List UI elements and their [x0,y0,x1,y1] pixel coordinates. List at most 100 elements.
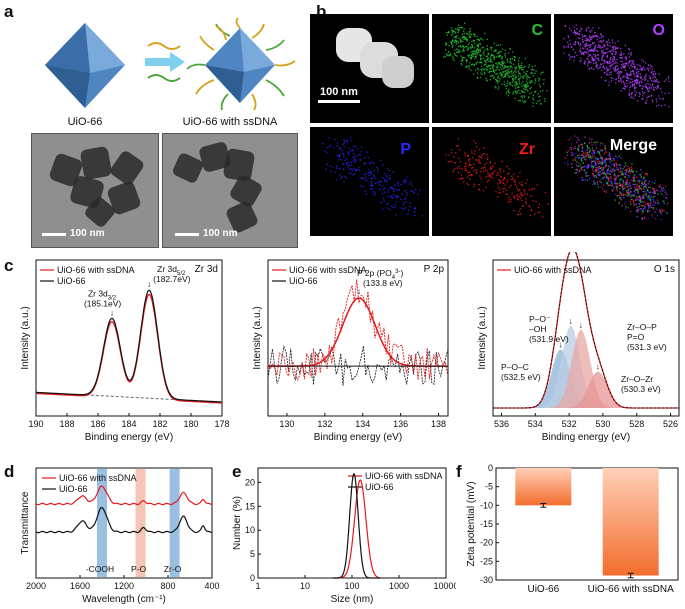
eds-dot [640,77,642,79]
eds-dot [655,190,658,192]
eds-dot [642,93,645,95]
eds-dot [525,202,527,204]
eds-dot [494,56,496,58]
eds-dot [637,196,640,198]
eds-dot [521,85,523,87]
eds-dot [490,166,492,168]
legend-label: UiO-66 [57,276,86,286]
eds-dot [579,37,581,39]
eds-dot [649,204,652,206]
eds-dot [484,164,486,166]
eds-dot [597,58,599,60]
eds-dot [491,70,493,72]
eds-dot [504,75,506,77]
eds-dot [613,158,615,160]
eds-dot [519,100,521,102]
eds-dot [605,174,607,177]
eds-dot [511,81,514,83]
eds-dot [384,187,386,189]
eds-dot [648,210,650,212]
eds-dot [595,170,597,172]
eds-dot [636,216,638,218]
x-tick-label: 132 [317,419,332,429]
eds-dot [460,45,462,47]
eds-dot [364,156,366,159]
eds-dot [618,171,620,173]
eds-dot [614,67,616,69]
eds-dot [346,141,348,143]
eds-dot [608,154,610,156]
eds-dot [618,202,620,205]
eds-dot [511,175,513,177]
eds-dot [602,143,604,145]
eds-dot [488,173,490,176]
eds-dot [613,160,615,162]
eds-dot [534,72,536,74]
eds-dot [576,32,578,34]
eds-dot [620,90,622,92]
eds-dot [471,167,473,169]
eds-dot [530,69,533,71]
eds-dot [639,73,642,75]
eds-dot [624,65,626,68]
eds-dot [576,137,579,139]
eds-dot [623,75,625,77]
eds-dot [612,189,614,191]
eds-dot [354,173,356,175]
eds-dot [642,60,645,62]
eds-dot [474,150,476,152]
eds-dot [603,167,605,169]
eds-dot [520,65,522,67]
eds-dot [581,166,583,168]
eds-dot [532,97,534,99]
eds-dot [510,200,512,203]
eds-dot [630,170,632,172]
eds-dot [398,189,400,191]
eds-dot [581,34,583,36]
eds-dot [575,164,577,166]
eds-dot [635,203,637,205]
eds-dot [507,66,509,68]
eds-dot [592,42,594,44]
eds-dot [390,195,393,197]
eds-dot [585,39,587,42]
eds-dot [474,53,476,55]
eds-dot [485,62,487,64]
eds-dot [514,67,516,69]
eds-dot [404,179,406,181]
eds-dot [342,152,344,155]
eds-dot [459,50,461,52]
panel-label-c: c [4,256,14,275]
eds-dot [466,176,469,178]
eds-dot [635,189,637,192]
eds-dot [481,70,483,72]
eds-dot [632,199,634,201]
eds-dot [568,55,570,57]
y-tick-label: 10 [245,525,255,535]
eds-dot [524,89,526,91]
eds-dot [465,168,467,170]
eds-dot [585,171,587,174]
eds-dot [661,210,664,212]
x-axis-label: Binding energy (eV) [542,432,630,443]
eds-dot [598,41,600,43]
eds-dot [627,61,629,64]
eds-dot [635,91,638,94]
eds-dot [490,175,493,177]
eds-dot [537,100,539,102]
eds-dot [497,76,499,78]
eds-dot [644,86,646,88]
eds-dot [637,208,639,210]
eds-dot [451,160,453,162]
eds-dot [495,44,498,47]
eds-dot [614,169,616,172]
eds-dot [633,190,635,193]
eds-dot [489,79,492,81]
eds-dot [625,169,627,171]
eds-dot [620,184,622,186]
eds-dot [589,31,592,33]
eds-dot [648,197,650,199]
eds-dot [665,197,667,199]
eds-dot [625,86,627,88]
eds-dot [576,169,578,171]
